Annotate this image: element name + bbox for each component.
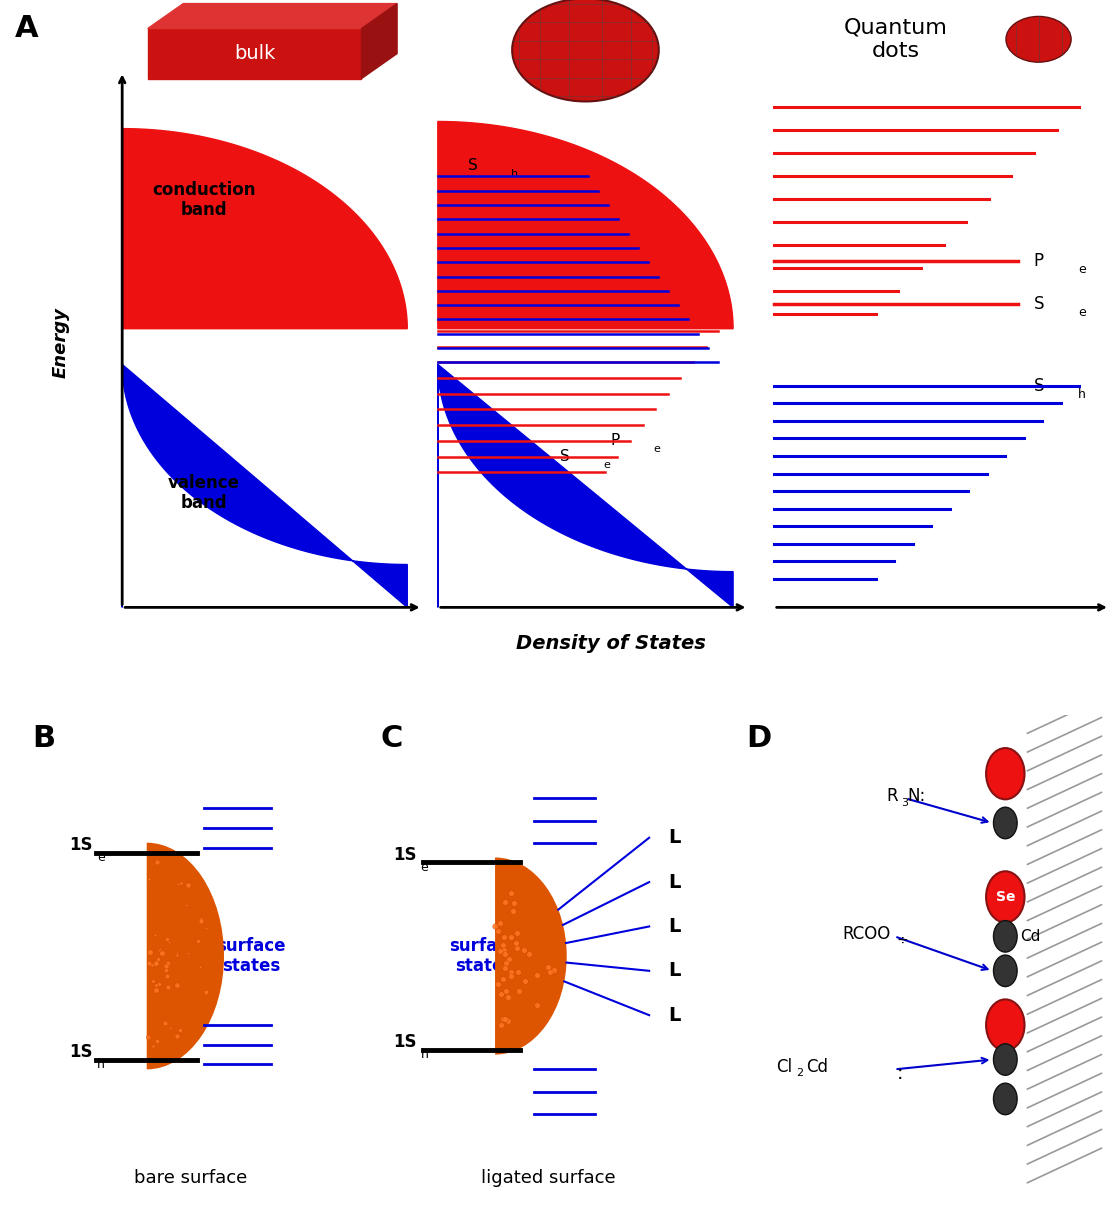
Text: S: S bbox=[1034, 294, 1044, 313]
Text: B: B bbox=[32, 724, 56, 754]
Text: L: L bbox=[668, 1005, 681, 1025]
Text: Cd: Cd bbox=[1020, 929, 1040, 944]
Polygon shape bbox=[148, 28, 362, 79]
Circle shape bbox=[986, 871, 1025, 923]
Text: e: e bbox=[1079, 306, 1086, 319]
Text: ÷: ÷ bbox=[896, 934, 908, 949]
Text: h: h bbox=[1079, 388, 1086, 400]
Text: P: P bbox=[1034, 251, 1044, 270]
Circle shape bbox=[993, 955, 1017, 987]
Text: h: h bbox=[97, 1058, 105, 1071]
Text: L: L bbox=[668, 961, 681, 981]
Polygon shape bbox=[122, 365, 408, 607]
Circle shape bbox=[993, 920, 1017, 952]
Text: Quantum
dots: Quantum dots bbox=[844, 17, 948, 62]
Text: bare surface: bare surface bbox=[133, 1169, 248, 1186]
Text: valence
band: valence band bbox=[168, 473, 240, 513]
Text: Energy: Energy bbox=[53, 308, 71, 378]
Wedge shape bbox=[495, 857, 567, 1055]
Text: Cl: Cl bbox=[776, 1058, 792, 1076]
Text: 1S: 1S bbox=[393, 846, 417, 864]
Text: 3: 3 bbox=[900, 798, 907, 808]
Circle shape bbox=[993, 1044, 1017, 1076]
Text: conduction
band: conduction band bbox=[152, 181, 255, 219]
Text: S: S bbox=[468, 158, 478, 174]
Text: S: S bbox=[1034, 377, 1044, 395]
Text: bulk: bulk bbox=[234, 44, 276, 63]
Text: L: L bbox=[668, 828, 681, 848]
Text: e: e bbox=[97, 851, 105, 864]
Circle shape bbox=[986, 748, 1025, 800]
Circle shape bbox=[993, 807, 1017, 839]
Text: P: P bbox=[610, 434, 619, 448]
Text: Density of States: Density of States bbox=[516, 633, 706, 653]
Text: surface
states: surface states bbox=[216, 936, 286, 976]
Polygon shape bbox=[148, 4, 398, 28]
Text: :: : bbox=[896, 1063, 903, 1083]
Text: h: h bbox=[511, 169, 519, 180]
Text: surface
states: surface states bbox=[449, 936, 519, 976]
Circle shape bbox=[512, 0, 659, 101]
Text: ligated surface: ligated surface bbox=[482, 1169, 616, 1186]
Text: Cd: Cd bbox=[805, 1058, 828, 1076]
Text: e: e bbox=[1079, 262, 1086, 276]
Text: Se: Se bbox=[996, 890, 1015, 904]
Text: e: e bbox=[420, 861, 428, 873]
Text: 1S: 1S bbox=[69, 837, 93, 854]
Text: N:: N: bbox=[907, 787, 925, 804]
Text: e: e bbox=[653, 445, 660, 455]
Text: S: S bbox=[560, 450, 570, 464]
Text: RCOO: RCOO bbox=[842, 925, 890, 942]
Text: e: e bbox=[603, 461, 610, 471]
Polygon shape bbox=[362, 4, 398, 79]
Text: L: L bbox=[668, 872, 681, 892]
Polygon shape bbox=[122, 86, 408, 329]
Polygon shape bbox=[438, 365, 734, 607]
Text: 1S: 1S bbox=[393, 1034, 417, 1051]
Text: h: h bbox=[420, 1048, 428, 1061]
Text: L: L bbox=[668, 917, 681, 936]
Polygon shape bbox=[438, 122, 734, 329]
Text: 1S: 1S bbox=[69, 1044, 93, 1061]
Wedge shape bbox=[147, 843, 224, 1069]
Text: C: C bbox=[381, 724, 403, 754]
Text: D: D bbox=[747, 724, 772, 754]
Circle shape bbox=[1006, 16, 1071, 62]
Circle shape bbox=[986, 999, 1025, 1051]
Text: R: R bbox=[887, 787, 898, 804]
Text: A: A bbox=[16, 15, 39, 43]
Circle shape bbox=[993, 1083, 1017, 1115]
Text: 2: 2 bbox=[796, 1068, 804, 1078]
